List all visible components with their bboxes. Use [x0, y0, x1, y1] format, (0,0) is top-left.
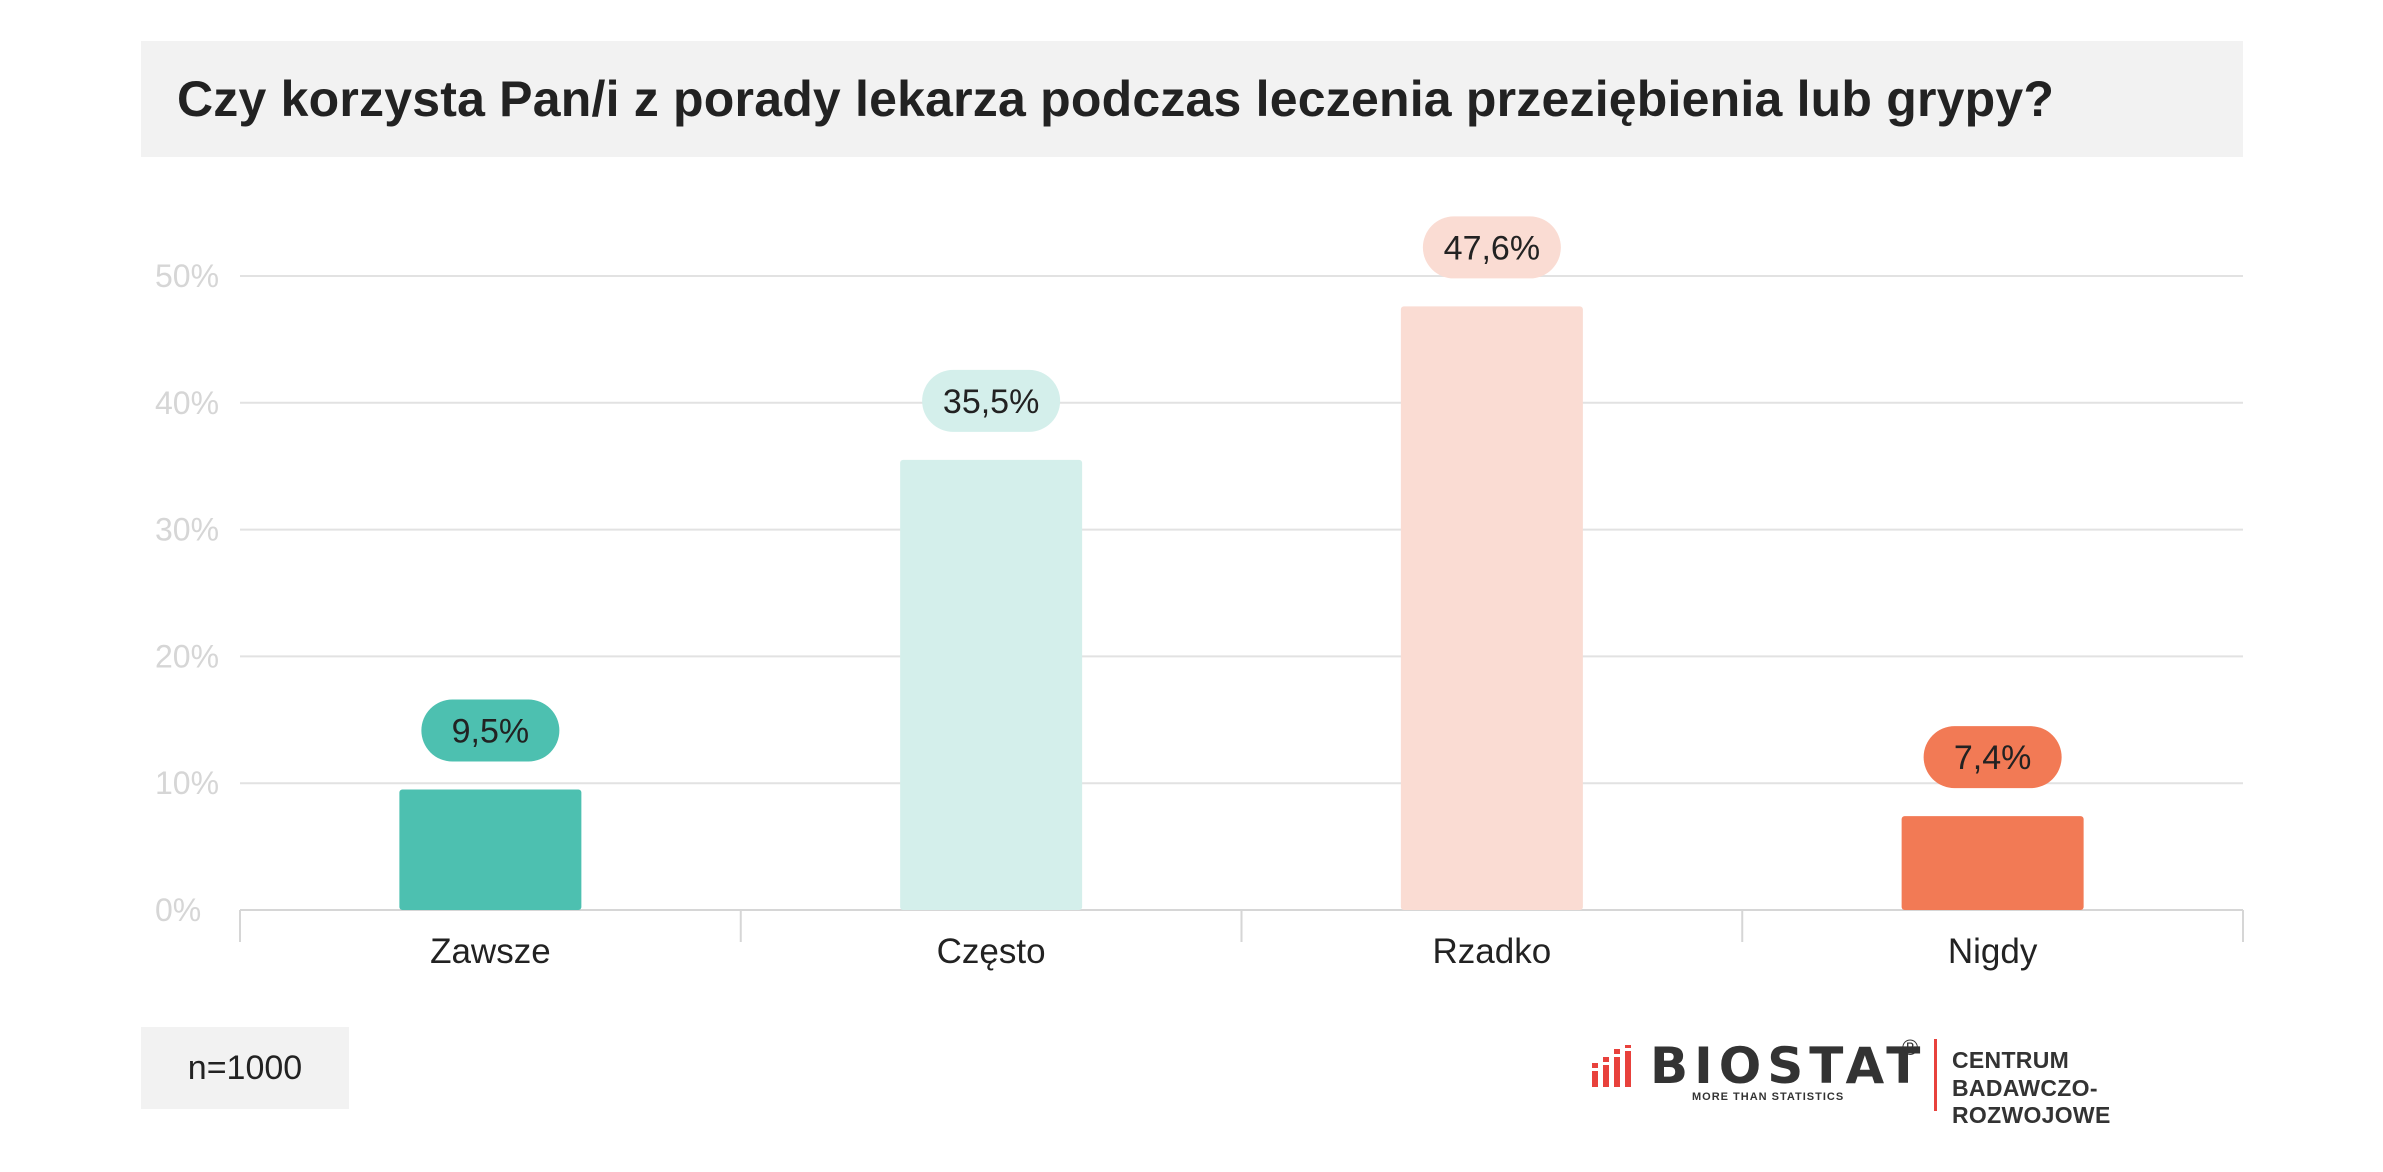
biostat-logo: BIOSTAT ® MORE THAN STATISTICS CENTRUM B…: [1590, 1035, 2250, 1128]
chart-title: Czy korzysta Pan/i z porady lekarza podc…: [177, 71, 2055, 127]
logo-bars-icon: [1592, 1045, 1631, 1087]
logo-subtitle-line1: CENTRUM: [1952, 1047, 2070, 1073]
x-tick-label: Rzadko: [1433, 932, 1552, 971]
bar-rzadko: [1400, 306, 1583, 910]
logo-tagline: MORE THAN STATISTICS: [1692, 1091, 1845, 1103]
value-bubble: [421, 699, 560, 762]
logo-name: BIOSTAT: [1650, 1037, 1927, 1095]
sample-size-box: n=1000: [141, 1027, 349, 1109]
x-tick-label: Nigdy: [1948, 932, 2038, 971]
x-tick-label: Często: [937, 932, 1046, 971]
bar-nigdy: [1901, 816, 2084, 910]
y-tick-label: 30%: [155, 512, 219, 548]
value-bubble: [1923, 726, 2062, 789]
title-banner: Czy korzysta Pan/i z porady lekarza podc…: [141, 41, 2243, 157]
y-tick-label: 40%: [155, 385, 219, 421]
data-label: 9,5%: [452, 713, 530, 751]
data-label: 47,6%: [1444, 229, 1540, 267]
y-tick-label: 10%: [155, 765, 219, 801]
data-label: 7,4%: [1954, 739, 2032, 777]
logo-registered: ®: [1902, 1035, 1919, 1060]
bar-często: [900, 459, 1083, 910]
logo-subtitle-line2: BADAWCZO-ROZWOJOWE: [1952, 1075, 2111, 1128]
y-tick-label: 50%: [155, 258, 219, 294]
value-bubble: [922, 369, 1061, 432]
x-tick-label: Zawsze: [430, 932, 551, 971]
y-tick-label: 20%: [155, 638, 219, 674]
sample-size-label: n=1000: [187, 1048, 303, 1087]
data-label: 35,5%: [943, 383, 1039, 421]
value-bubble: [1422, 216, 1561, 279]
logo-divider: [1934, 1039, 1937, 1111]
bar-zawsze: [399, 789, 582, 910]
y-tick-label: 0%: [155, 892, 201, 928]
